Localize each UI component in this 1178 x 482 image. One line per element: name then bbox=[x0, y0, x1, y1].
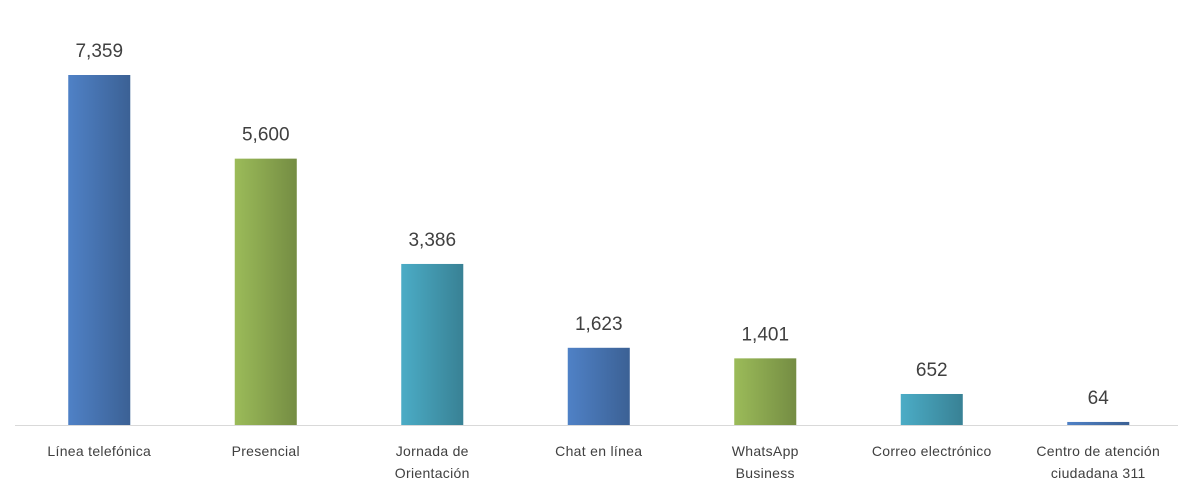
x-tick-label: WhatsApp Business bbox=[731, 443, 799, 481]
bar-shade bbox=[900, 393, 963, 425]
x-tick-label: Correo electrónico bbox=[871, 443, 992, 459]
value-label: 3,386 bbox=[408, 230, 456, 251]
bar-shade bbox=[234, 158, 297, 425]
x-tick-label: Presencial bbox=[231, 443, 300, 459]
value-label: 1,623 bbox=[575, 314, 623, 335]
bar-shade bbox=[68, 75, 131, 425]
value-label: 64 bbox=[1088, 388, 1110, 409]
x-tick-label: Jornada de Orientación bbox=[394, 443, 470, 481]
x-tick-label: Centro de atención ciudadana 311 bbox=[1036, 443, 1161, 481]
x-tick-label: Chat en línea bbox=[555, 443, 643, 459]
bar-shade bbox=[1067, 421, 1130, 425]
bar-shade bbox=[401, 263, 464, 425]
value-label: 1,401 bbox=[741, 324, 789, 345]
x-tick-label: Línea telefónica bbox=[47, 443, 152, 459]
bar-shade bbox=[567, 347, 630, 425]
value-label: 652 bbox=[916, 360, 948, 381]
bar-shade bbox=[734, 358, 797, 425]
value-label: 5,600 bbox=[242, 125, 290, 146]
value-label: 7,359 bbox=[75, 41, 123, 62]
